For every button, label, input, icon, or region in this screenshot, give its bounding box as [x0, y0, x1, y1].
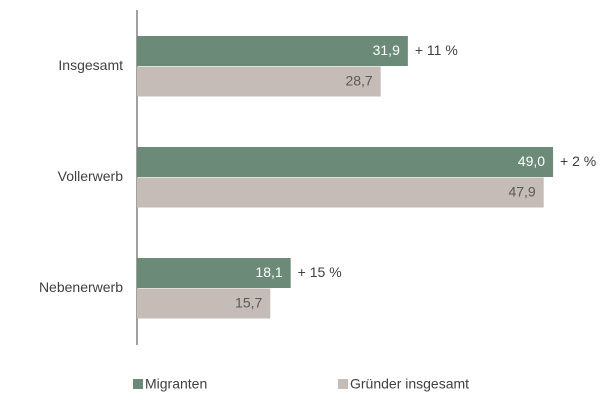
bar — [137, 36, 408, 66]
legend-swatch — [338, 379, 348, 389]
y-tick-label: Nebenerwerb — [39, 279, 123, 295]
legend-swatch — [133, 379, 143, 389]
annotation: + 11 % — [415, 42, 458, 58]
annotation: + 2 % — [560, 153, 596, 169]
legend-label: Migranten — [145, 376, 207, 392]
data-label: 49,0 — [518, 153, 545, 169]
legend-label: Gründer insgesamt — [350, 376, 469, 392]
data-label: 15,7 — [235, 294, 262, 310]
data-label: 47,9 — [508, 183, 535, 199]
annotation: + 15 % — [298, 264, 342, 280]
bar — [137, 147, 554, 177]
bar — [137, 288, 271, 319]
bar — [137, 177, 544, 208]
data-label: 28,7 — [345, 72, 372, 88]
data-label: 31,9 — [373, 42, 400, 58]
bar — [137, 66, 381, 97]
bar — [137, 258, 291, 288]
y-tick-label: Insgesamt — [58, 57, 123, 73]
data-label: 18,1 — [255, 264, 282, 280]
y-tick-label: Vollerwerb — [58, 168, 124, 184]
